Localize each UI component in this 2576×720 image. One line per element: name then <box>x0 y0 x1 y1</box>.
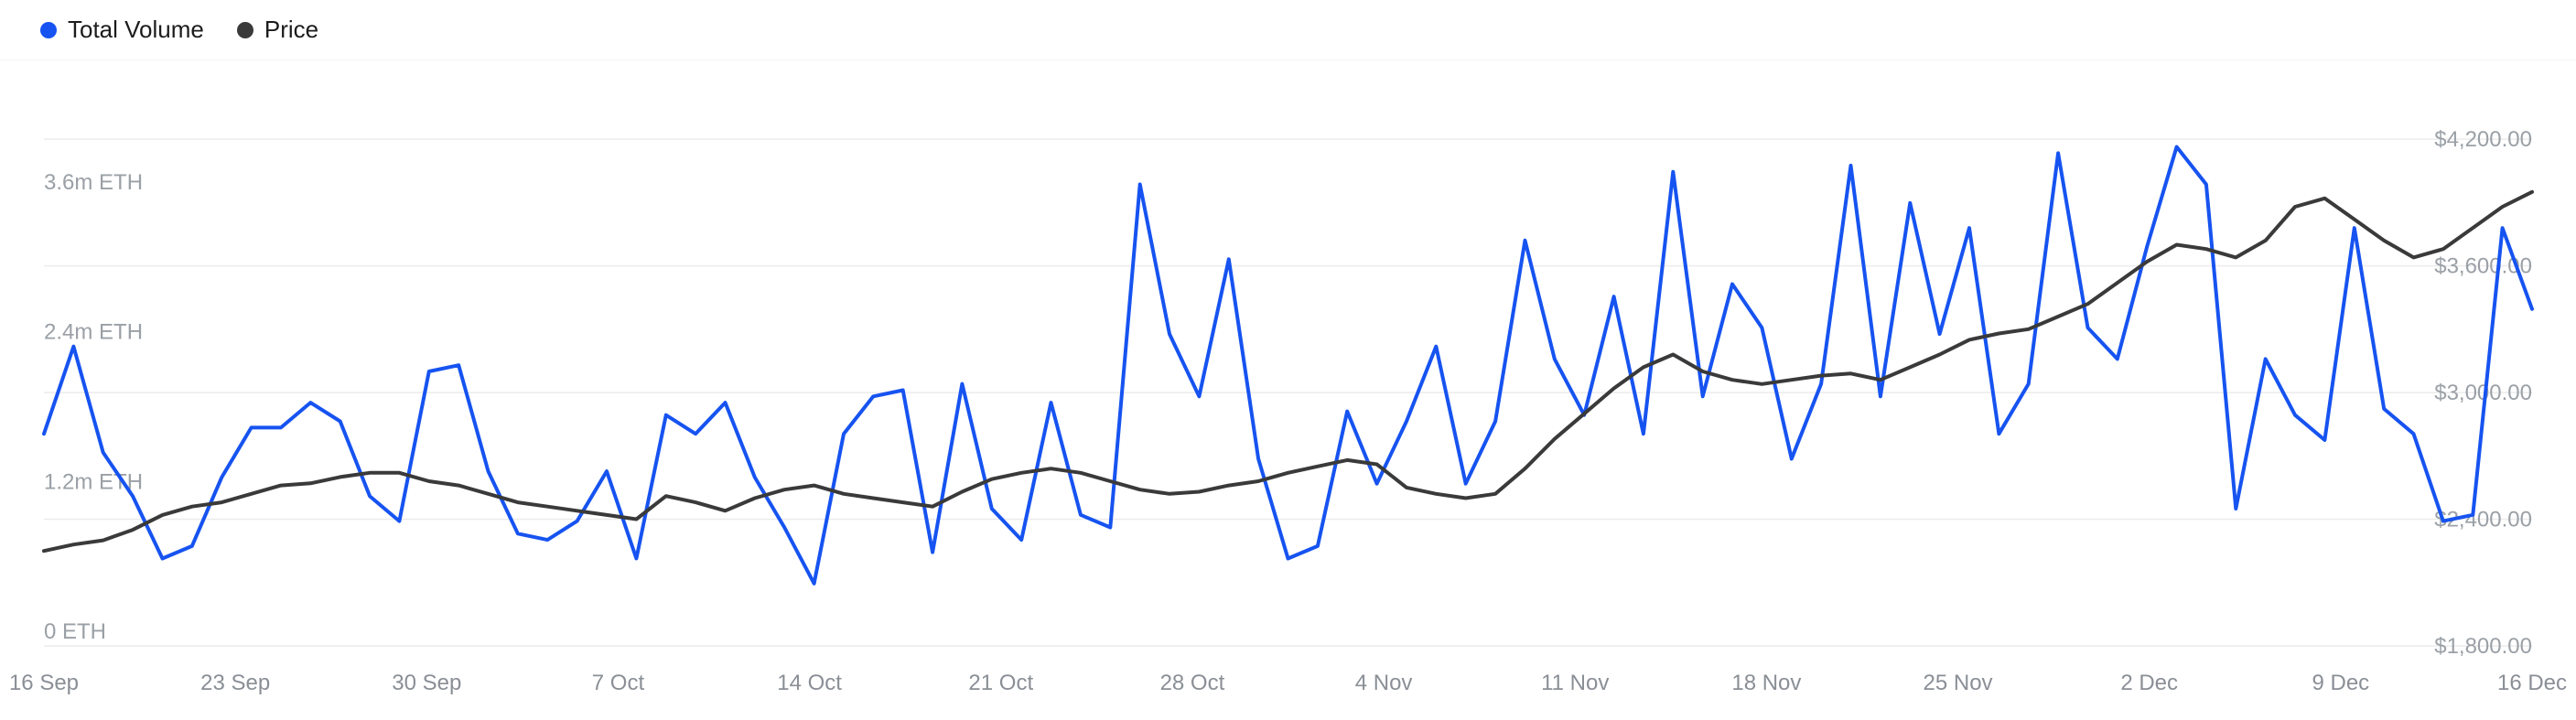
svg-text:28 Oct: 28 Oct <box>1160 671 1225 695</box>
svg-text:23 Sep: 23 Sep <box>200 671 270 695</box>
series-total-volume <box>44 147 2532 584</box>
svg-text:9 Dec: 9 Dec <box>2312 671 2369 695</box>
legend-item-volume[interactable]: Total Volume <box>40 16 204 44</box>
chart-area: 0 ETH1.2m ETH2.4m ETH3.6m ETH$1,800.00$2… <box>0 60 2576 720</box>
svg-text:0 ETH: 0 ETH <box>44 619 106 644</box>
legend-dot-icon <box>237 22 253 38</box>
legend-dot-icon <box>40 22 57 38</box>
chart-legend: Total Volume Price <box>0 0 2576 60</box>
svg-text:4 Nov: 4 Nov <box>1355 671 1413 695</box>
svg-text:7 Oct: 7 Oct <box>592 671 645 695</box>
svg-text:14 Oct: 14 Oct <box>777 671 842 695</box>
svg-text:2.4m ETH: 2.4m ETH <box>44 320 143 345</box>
legend-label: Total Volume <box>68 16 204 44</box>
chart-svg: 0 ETH1.2m ETH2.4m ETH3.6m ETH$1,800.00$2… <box>0 60 2576 720</box>
svg-text:$4,200.00: $4,200.00 <box>2434 127 2532 152</box>
svg-text:21 Oct: 21 Oct <box>968 671 1033 695</box>
svg-text:3.6m ETH: 3.6m ETH <box>44 170 143 195</box>
svg-text:11 Nov: 11 Nov <box>1541 671 1609 695</box>
svg-text:16 Sep: 16 Sep <box>9 671 79 695</box>
svg-text:2 Dec: 2 Dec <box>2120 671 2178 695</box>
svg-text:18 Nov: 18 Nov <box>1731 671 1801 695</box>
svg-text:30 Sep: 30 Sep <box>392 671 461 695</box>
svg-text:25 Nov: 25 Nov <box>1924 671 1993 695</box>
svg-text:$1,800.00: $1,800.00 <box>2434 634 2532 659</box>
legend-item-price[interactable]: Price <box>237 16 318 44</box>
series-price <box>44 192 2532 551</box>
legend-label: Price <box>264 16 318 44</box>
svg-text:16 Dec: 16 Dec <box>2497 671 2567 695</box>
